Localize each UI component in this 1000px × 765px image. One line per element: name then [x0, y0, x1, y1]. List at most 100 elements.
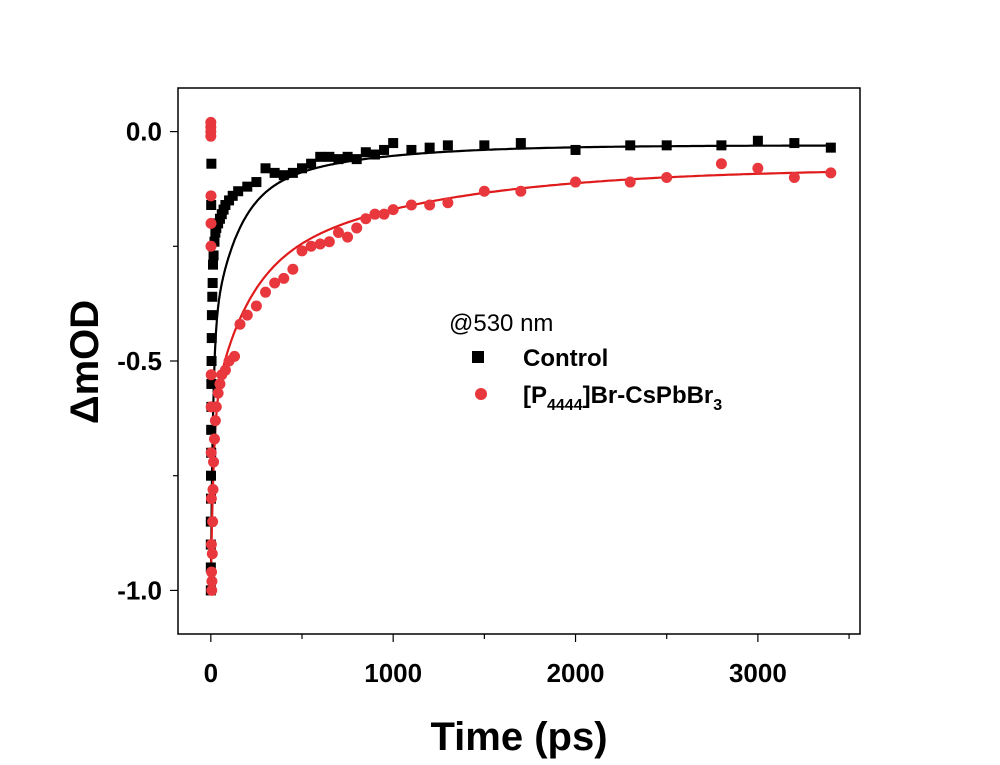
x-tick-label: 0: [204, 658, 218, 688]
data-point-control: [442, 140, 453, 151]
legend-label-control: Control: [523, 345, 608, 372]
data-point-p4444: [207, 516, 219, 528]
data-point-p4444: [205, 539, 217, 551]
data-point-p4444: [206, 584, 218, 596]
data-point-control: [208, 250, 219, 261]
data-point-p4444: [278, 272, 290, 284]
data-point-p4444: [752, 162, 764, 174]
data-point-p4444: [205, 493, 217, 505]
data-point-control: [406, 144, 417, 155]
data-point-p4444: [788, 171, 800, 183]
data-point-control: [716, 140, 727, 151]
data-point-control: [260, 163, 271, 174]
data-point-p4444: [229, 350, 241, 362]
data-point-p4444: [314, 238, 326, 250]
data-point-p4444: [351, 222, 363, 234]
data-point-control: [789, 138, 800, 149]
legend-marker-control: [472, 351, 484, 363]
data-point-control: [207, 278, 218, 288]
data-point-p4444: [424, 199, 436, 211]
data-point-p4444: [378, 208, 390, 220]
data-point-p4444: [570, 176, 582, 188]
series-p4444-points: [205, 116, 837, 596]
data-point-p4444: [206, 575, 218, 587]
data-point-control: [369, 149, 380, 160]
data-point-p4444: [287, 263, 299, 275]
data-point-control: [233, 186, 244, 197]
data-point-p4444: [305, 240, 317, 252]
legend-title: @530 nm: [449, 310, 553, 337]
data-point-control: [206, 378, 217, 389]
fit-line-control: [209, 144, 831, 591]
data-point-control: [661, 140, 672, 151]
data-point-control: [209, 236, 220, 247]
x-axis-title: Time (ps): [430, 715, 607, 759]
data-point-control: [206, 333, 217, 344]
data-point-p4444: [369, 208, 381, 220]
data-point-p4444: [206, 566, 218, 578]
data-point-p4444: [405, 199, 417, 211]
y-tick-label: -0.5: [117, 346, 162, 376]
data-point-control: [315, 151, 326, 162]
data-point-control: [515, 138, 526, 149]
data-point-control: [269, 167, 280, 178]
data-point-p4444: [250, 300, 262, 312]
data-point-p4444: [442, 197, 454, 209]
data-point-control: [206, 424, 217, 435]
data-point-p4444: [323, 236, 335, 248]
x-axis-ticks: 0 1000 2000 3000: [204, 634, 850, 688]
data-point-p4444: [208, 456, 220, 468]
data-point-control: [825, 142, 836, 153]
data-point-p4444: [205, 240, 217, 252]
y-axis-ticks: 0.0 -0.5 -1.0: [117, 117, 178, 605]
fit-line-p4444: [209, 170, 831, 591]
data-point-p4444: [208, 433, 220, 445]
data-point-p4444: [661, 171, 673, 183]
data-point-p4444: [269, 277, 281, 289]
x-tick-label: 3000: [729, 658, 787, 688]
data-point-p4444: [206, 548, 218, 560]
data-point-control: [242, 181, 253, 192]
data-point-p4444: [342, 231, 354, 243]
data-point-p4444: [205, 447, 217, 459]
data-point-control: [424, 142, 435, 153]
data-point-control: [360, 147, 371, 158]
data-point-p4444: [210, 401, 222, 413]
data-point-p4444: [825, 167, 837, 179]
x-tick-label: 1000: [364, 658, 422, 688]
x-tick-label: 2000: [547, 658, 605, 688]
data-point-p4444: [260, 286, 272, 298]
data-point-control: [752, 135, 763, 146]
data-point-p4444: [214, 378, 226, 390]
legend-marker-p4444: [475, 388, 487, 400]
data-point-p4444: [234, 318, 246, 330]
data-point-control: [351, 154, 362, 165]
y-axis-title: ΔmOD: [63, 300, 107, 424]
data-point-p4444: [205, 217, 217, 229]
data-point-p4444: [219, 364, 231, 376]
data-point-p4444: [205, 190, 217, 202]
data-point-control: [306, 158, 317, 169]
data-point-p4444: [478, 185, 490, 197]
data-point-control: [207, 291, 218, 302]
legend: @530 nm Control [P4444]Br-CsPbBr3: [449, 310, 722, 414]
data-point-p4444: [241, 309, 253, 321]
data-point-control: [479, 140, 490, 151]
fit-curves: [209, 144, 831, 591]
data-point-control: [297, 163, 307, 174]
series-control-points: [205, 135, 836, 596]
data-point-p4444: [715, 158, 727, 170]
data-point-control: [570, 144, 581, 155]
data-point-p4444: [296, 245, 308, 257]
data-point-p4444: [209, 415, 221, 427]
data-point-control: [206, 310, 217, 321]
data-point-p4444: [624, 176, 636, 188]
data-point-control: [278, 170, 289, 181]
data-point-control: [206, 200, 217, 210]
data-point-control: [625, 140, 636, 151]
data-point-p4444: [212, 387, 224, 399]
y-tick-label: 0.0: [126, 117, 162, 147]
data-point-control: [208, 259, 219, 270]
data-point-control: [333, 154, 344, 165]
